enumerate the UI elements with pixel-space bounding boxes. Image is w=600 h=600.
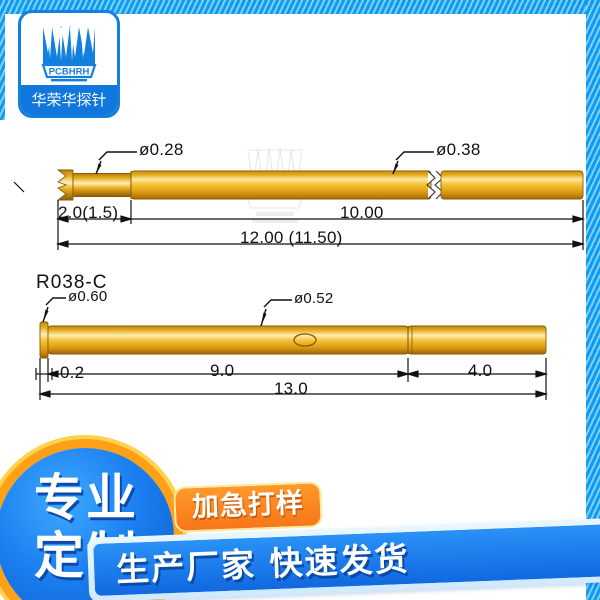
promo-badge-line1: 专业	[34, 469, 138, 527]
promo-tag-rush-sample: 加急打样	[173, 481, 323, 533]
logo-brand-name: 华荣华探针	[21, 85, 117, 115]
callout-flange-diameter: ø0.60	[68, 288, 108, 305]
dimension-tip-length: 2.0(1.5)	[58, 203, 119, 222]
promo-tag-label: 加急打样	[191, 487, 305, 524]
logo-mark-text: PCBHRH	[49, 67, 90, 78]
vent-hole	[293, 333, 317, 347]
part-number-label: R038-C	[36, 272, 108, 293]
watermark	[244, 147, 306, 223]
dimension-overall-length-upper: 12.00 (11.50)	[240, 228, 343, 247]
dimension-flange-width: 0.2	[60, 363, 85, 382]
dimension-front-section-length: 9.0	[210, 361, 235, 380]
dimension-barrel-length: 10.00	[340, 203, 384, 222]
edge-tick-mark	[13, 181, 25, 193]
frame-stripe-right	[586, 0, 600, 600]
crown-spikes-icon: PCBHRH	[41, 25, 97, 82]
callout-tube-diameter: ø0.52	[294, 290, 334, 307]
promo-bar-label: 生产厂家 快速发货	[115, 538, 411, 590]
upper-probe-body	[56, 169, 584, 201]
frame-stripe-left	[0, 0, 5, 120]
frame-stripe-top	[0, 0, 600, 14]
lower-receptacle-body	[39, 321, 547, 359]
dimension-rear-section-length: 4.0	[468, 361, 493, 380]
callout-tip-diameter: ø0.28	[139, 140, 184, 159]
brand-logo: PCBHRH 华荣华探针	[18, 10, 120, 118]
dimension-overall-length-lower: 13.0	[274, 379, 308, 398]
callout-barrel-diameter: ø0.38	[436, 140, 481, 159]
